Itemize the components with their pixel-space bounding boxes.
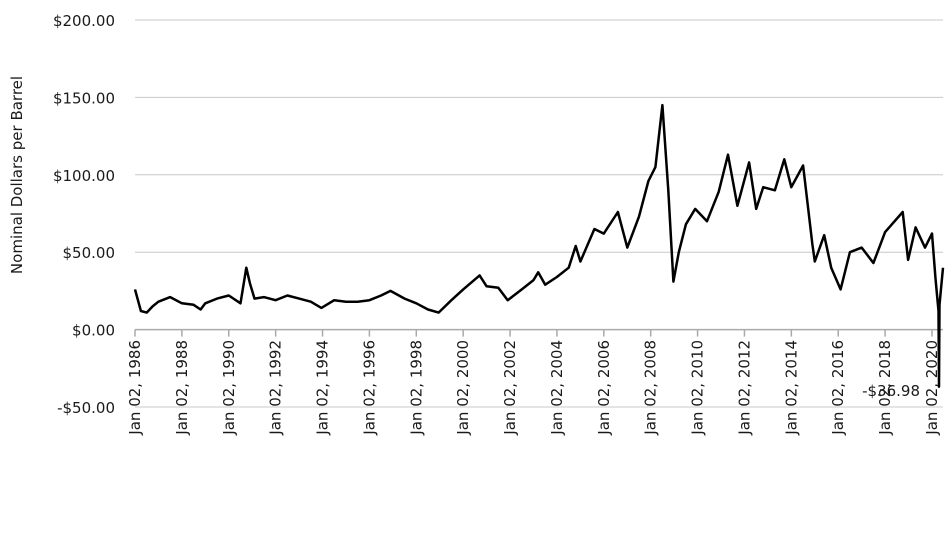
y-tick-label: $50.00 [63, 244, 116, 262]
y-tick-label: -$50.00 [57, 399, 115, 417]
x-tick-label: Jan 02, 2010 [689, 340, 707, 436]
x-tick-label: Jan 02, 1990 [220, 340, 238, 436]
x-tick-label: Jan 02, 1994 [314, 340, 332, 436]
x-tick-label: Jan 02, 1988 [173, 340, 191, 436]
y-tick-label: $100.00 [53, 167, 115, 185]
x-tick-label: Jan 02, 2008 [642, 340, 660, 436]
x-tick-label: Jan 02, 2014 [782, 340, 800, 436]
annotation: -$36.98 [862, 382, 920, 400]
x-tick-label: Jan 02, 2016 [829, 340, 847, 436]
x-tick-label: Jan 02, 2002 [501, 340, 519, 436]
y-tick-label: $0.00 [72, 322, 115, 340]
x-tick-label: Jan 02, 1998 [407, 340, 425, 436]
x-tick-label: Jan 02, 2006 [595, 340, 613, 436]
x-tick-label: Jan 02, 1986 [126, 340, 144, 436]
y-axis-label: Nominal Dollars per Barrel [8, 76, 26, 274]
x-tick-label: Jan 02, 2012 [735, 340, 753, 436]
x-tick-label: Jan 02, 2020 [923, 340, 941, 436]
price-line [133, 103, 945, 389]
x-tick-label: Jan 02, 2004 [548, 340, 566, 436]
y-tick-label: $150.00 [53, 89, 115, 107]
x-tick-label: Jan 02, 2000 [454, 340, 472, 436]
y-tick-label: $200.00 [53, 12, 115, 30]
x-tick-label: Jan 02, 1996 [360, 340, 378, 436]
x-tick-label: Jan 02, 1992 [267, 340, 285, 436]
x-tick-label: Jan 02, 2018 [876, 340, 894, 436]
